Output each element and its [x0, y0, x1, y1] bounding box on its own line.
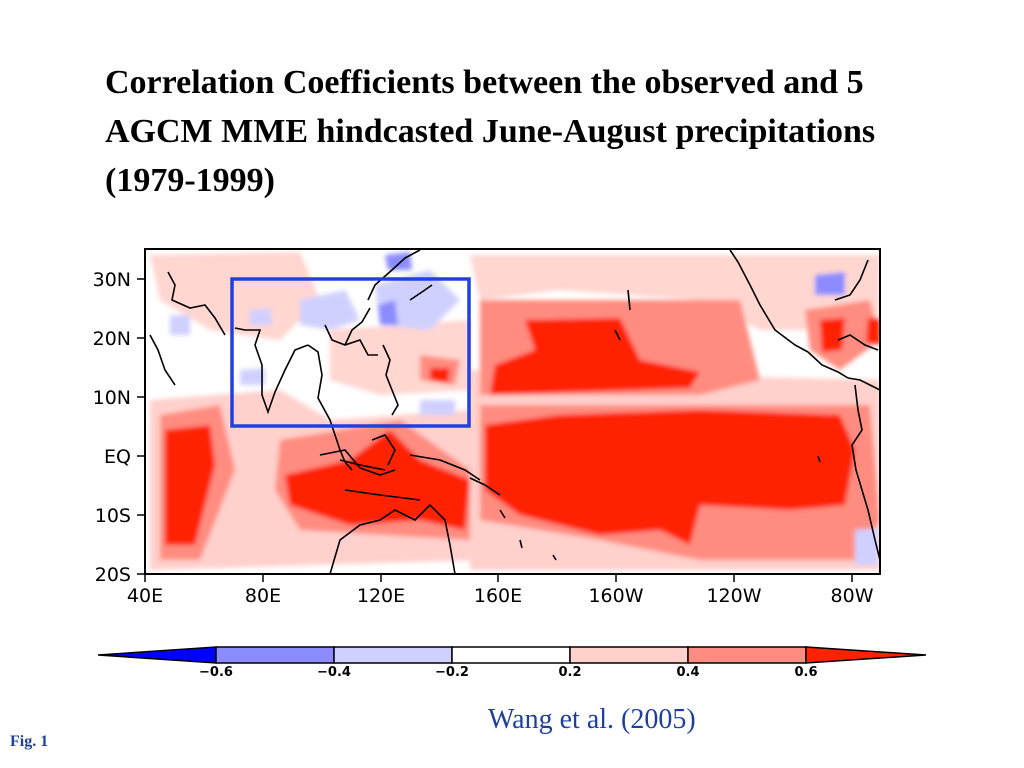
lat-label-10s: 10S	[95, 505, 131, 527]
lat-label-20s: 20S	[95, 564, 131, 586]
colorbar-tick-3: 0.2	[558, 665, 581, 680]
lon-label-160e: 160E	[474, 585, 522, 607]
colorbar-cell-6	[805, 646, 927, 664]
page-title: Correlation Coefficients between the obs…	[105, 64, 876, 199]
colorbar-tick-2: −0.2	[435, 665, 469, 680]
lon-label-160w: 160W	[588, 585, 643, 607]
lat-label-30n: 30N	[93, 269, 131, 291]
lon-label-80e: 80E	[245, 585, 281, 607]
highlight-box	[230, 277, 471, 428]
figure-label: Fig. 1	[10, 733, 49, 750]
colorbar-cell-2	[333, 646, 453, 664]
colorbar	[97, 646, 927, 664]
lon-axis	[144, 574, 853, 582]
colorbar-cell-5	[687, 646, 807, 664]
coastlines	[149, 249, 880, 574]
colorbar-tick-0: −0.6	[199, 665, 233, 680]
correlation-shading	[150, 252, 880, 570]
colorbar-tick-1: −0.4	[317, 665, 351, 680]
lon-label-120e: 120E	[357, 585, 405, 607]
lat-label-10n: 10N	[93, 387, 131, 409]
lat-label-20n: 20N	[93, 328, 131, 350]
colorbar-cell-0	[97, 646, 217, 664]
lon-label-40e: 40E	[127, 585, 163, 607]
lat-axis	[137, 278, 145, 575]
map-frame	[144, 248, 881, 575]
source-credit: Wang et al. (2005)	[488, 704, 696, 735]
colorbar-cell-3	[451, 646, 571, 664]
map-field	[145, 249, 880, 574]
colorbar-tick-5: 0.6	[794, 665, 817, 680]
lat-label-eq: EQ	[104, 446, 131, 468]
colorbar-cell-1	[215, 646, 335, 664]
lon-label-120w: 120W	[706, 585, 761, 607]
colorbar-cell-4	[569, 646, 689, 664]
lon-label-80w: 80W	[831, 585, 874, 607]
colorbar-tick-4: 0.4	[676, 665, 699, 680]
